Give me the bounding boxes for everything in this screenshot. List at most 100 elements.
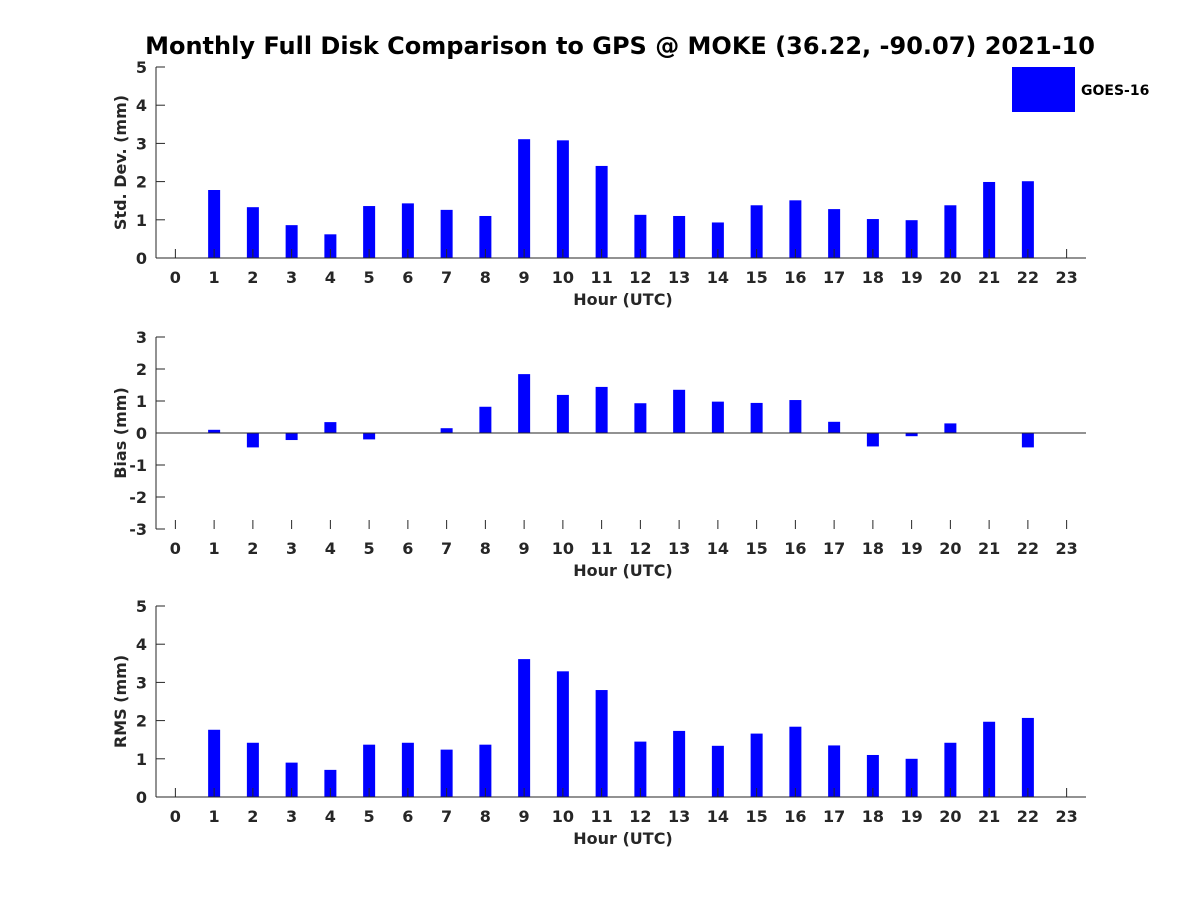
x-tick-label: 0 [170, 539, 181, 558]
x-tick-label: 4 [325, 807, 336, 826]
bar-hour-18 [866, 219, 879, 258]
bar-hour-22 [1021, 181, 1034, 258]
bar-hour-18 [866, 754, 879, 797]
x-tick-label: 20 [939, 268, 961, 287]
x-tick-label: 10 [552, 807, 574, 826]
bar-hour-17 [828, 209, 841, 258]
x-tick-label: 23 [1055, 268, 1077, 287]
y-tick-label: 2 [136, 360, 147, 379]
y-tick-label: 3 [136, 328, 147, 347]
x-tick-label: 17 [823, 807, 845, 826]
x-tick-label: 12 [629, 268, 651, 287]
x-tick-label: 3 [286, 539, 297, 558]
y-tick-label: -2 [129, 488, 147, 507]
bar-hour-3 [285, 433, 298, 441]
y-tick-label: 2 [136, 712, 147, 731]
bar-hour-4 [324, 769, 337, 797]
x-tick-label: 15 [745, 268, 767, 287]
bar-hour-13 [673, 215, 686, 258]
bar-hour-15 [750, 733, 763, 797]
y-axis-label: Std. Dev. (mm) [111, 95, 130, 230]
chart-title: Monthly Full Disk Comparison to GPS @ MO… [145, 32, 1095, 60]
x-tick-label: 14 [707, 268, 729, 287]
x-tick-label: 18 [862, 807, 884, 826]
bar-hour-2 [246, 207, 259, 258]
x-tick-label: 13 [668, 807, 690, 826]
x-tick-label: 23 [1055, 539, 1077, 558]
x-tick-label: 5 [364, 539, 375, 558]
bar-hour-7 [440, 749, 453, 797]
bar-hour-3 [285, 762, 298, 797]
bar-hour-14 [711, 745, 724, 797]
x-tick-label: 7 [441, 807, 452, 826]
bar-hour-7 [440, 428, 453, 433]
bar-hour-1 [208, 729, 221, 797]
x-tick-label: 21 [978, 268, 1000, 287]
y-tick-label: -3 [129, 520, 147, 539]
x-tick-label: 7 [441, 539, 452, 558]
bar-hour-11 [595, 690, 608, 797]
x-tick-label: 9 [519, 268, 530, 287]
bar-hour-19 [905, 433, 918, 437]
y-tick-label: 3 [136, 673, 147, 692]
bar-hour-8 [479, 215, 492, 258]
x-tick-label: 19 [900, 539, 922, 558]
bar-hour-17 [828, 421, 841, 433]
x-tick-label: 9 [519, 807, 530, 826]
bar-hour-13 [673, 389, 686, 433]
x-tick-label: 13 [668, 268, 690, 287]
bar-hour-11 [595, 165, 608, 258]
bar-hour-20 [944, 423, 957, 433]
bar-hour-22 [1021, 433, 1034, 448]
bar-hour-7 [440, 209, 453, 258]
x-tick-label: 12 [629, 539, 651, 558]
bar-hour-12 [634, 403, 647, 433]
y-tick-label: -1 [129, 456, 147, 475]
x-tick-label: 18 [862, 268, 884, 287]
y-tick-label: 1 [136, 211, 147, 230]
x-tick-label: 1 [209, 807, 220, 826]
y-tick-label: 3 [136, 134, 147, 153]
bar-hour-18 [866, 433, 879, 447]
x-tick-label: 17 [823, 539, 845, 558]
x-axis-label: Hour (UTC) [573, 561, 673, 580]
bar-hour-16 [789, 726, 802, 797]
bar-hour-19 [905, 758, 918, 797]
x-tick-label: 17 [823, 268, 845, 287]
bar-hour-1 [208, 429, 221, 433]
bar-hour-11 [595, 386, 608, 433]
x-tick-label: 6 [402, 807, 413, 826]
bar-hour-10 [556, 394, 569, 433]
bar-hour-3 [285, 225, 298, 258]
y-tick-label: 4 [136, 635, 147, 654]
x-tick-label: 12 [629, 807, 651, 826]
bar-hour-9 [518, 659, 531, 797]
bar-hour-21 [983, 721, 996, 797]
x-tick-label: 5 [364, 807, 375, 826]
x-tick-label: 8 [480, 539, 491, 558]
y-tick-label: 0 [136, 788, 147, 807]
x-tick-label: 2 [247, 807, 258, 826]
legend: GOES-16 [1012, 67, 1149, 112]
bar-hour-6 [401, 203, 414, 258]
x-tick-label: 8 [480, 268, 491, 287]
x-tick-label: 20 [939, 539, 961, 558]
bar-hour-17 [828, 745, 841, 797]
bar-hour-2 [246, 742, 259, 797]
bar-hour-9 [518, 139, 531, 258]
bar-hour-9 [518, 374, 531, 433]
y-axis-label: RMS (mm) [111, 655, 130, 748]
x-tick-label: 14 [707, 807, 729, 826]
bar-hour-22 [1021, 717, 1034, 797]
bar-hour-20 [944, 205, 957, 258]
x-tick-label: 3 [286, 268, 297, 287]
x-tick-label: 6 [402, 268, 413, 287]
x-tick-label: 10 [552, 268, 574, 287]
y-tick-label: 5 [136, 597, 147, 616]
x-tick-label: 20 [939, 807, 961, 826]
bar-hour-12 [634, 214, 647, 258]
bar-hour-16 [789, 400, 802, 433]
